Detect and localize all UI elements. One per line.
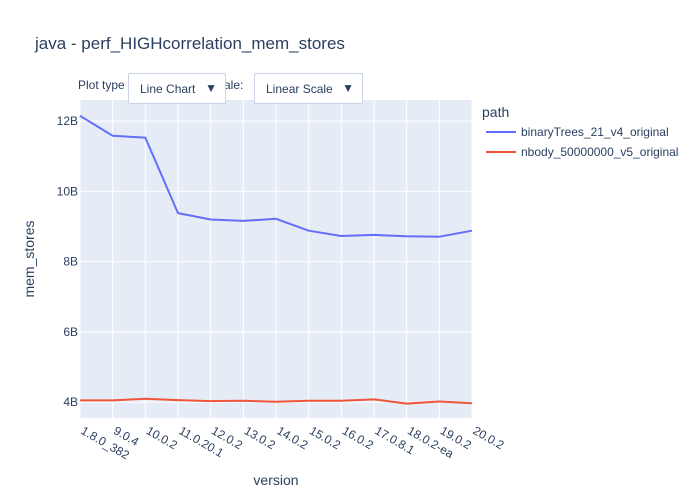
scale-value: Linear Scale [266, 82, 333, 96]
y-tick-label: 10B [57, 184, 78, 198]
series-lines [79, 114, 473, 405]
chart-title: java - perf_HIGHcorrelation_mem_stores [35, 34, 345, 53]
y-axis-label: mem_stores [21, 220, 37, 297]
series-line-0[interactable] [79, 114, 473, 238]
plot-type-value: Line Chart [140, 82, 196, 96]
series-line-1[interactable] [80, 397, 473, 405]
y-tick-label: 6B [63, 325, 78, 339]
plot-type-dropdown[interactable]: Line Chart ▼ [128, 73, 226, 104]
x-axis-label: version [253, 472, 298, 488]
scale-dropdown[interactable]: Linear Scale ▼ [254, 73, 363, 104]
x-tick-label: 13.0.2 [242, 423, 278, 452]
x-tick-label: 15.0.2 [307, 423, 343, 452]
chevron-down-icon: ▼ [342, 81, 354, 95]
legend-item-nbody[interactable]: nbody_50000000_v5_original [486, 144, 678, 160]
legend-swatch-nbody [486, 151, 516, 153]
chevron-down-icon: ▼ [205, 81, 217, 95]
y-tick-label: 12B [57, 114, 78, 128]
legend-item-binarytrees[interactable]: binaryTrees_21_v4_original [486, 124, 669, 140]
legend-swatch-binarytrees [486, 131, 516, 133]
x-tick-label: 10.0.2 [144, 423, 180, 452]
legend-label-nbody: nbody_50000000_v5_original [521, 145, 679, 159]
vertical-gridlines [79, 100, 473, 418]
y-tick-label: 8B [63, 255, 78, 269]
x-tick-label: 20.0.2 [471, 423, 507, 452]
x-tick-label: 16.0.2 [340, 423, 376, 452]
plot-type-label: Plot type [78, 78, 125, 92]
x-tick-label: 14.0.2 [275, 423, 311, 452]
legend-title: path [482, 104, 510, 120]
y-tick-label: 4B [63, 395, 78, 409]
y-axis-ticks: 4B 6B 8B 10B 12B [57, 114, 78, 409]
legend-label-binarytrees: binaryTrees_21_v4_original [521, 125, 669, 139]
